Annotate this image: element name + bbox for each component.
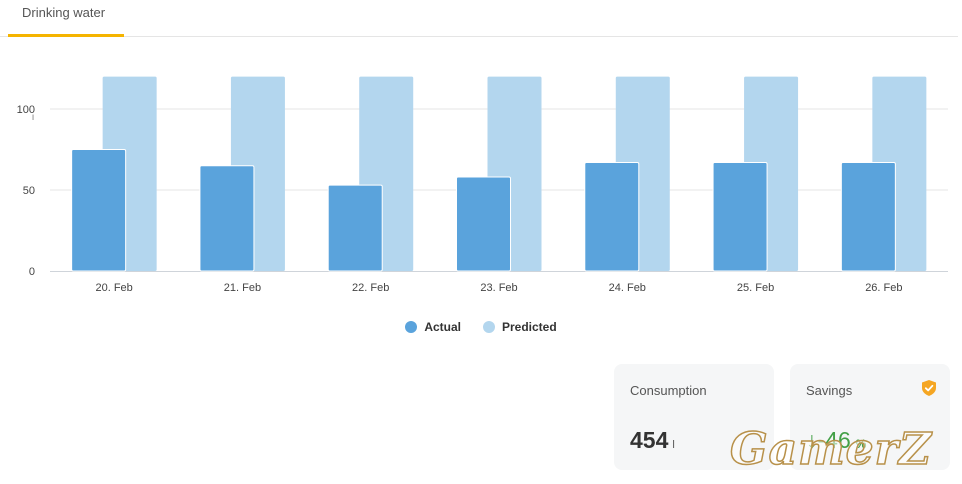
x-tick-label: 22. Feb — [352, 282, 389, 294]
legend-dot-actual — [405, 321, 418, 333]
y-tick-label: 0 — [29, 266, 35, 278]
legend-dot-predicted — [483, 321, 495, 333]
x-tick-label: 23. Feb — [480, 282, 517, 294]
consumption-card: Consumption 454 l — [614, 364, 774, 470]
savings-unit: % — [855, 437, 867, 451]
tab-drinking-water[interactable]: Drinking water — [8, 0, 124, 37]
bar-actual — [327, 184, 383, 272]
legend-label-actual: Actual — [424, 320, 461, 334]
x-tick-label: 20. Feb — [95, 282, 132, 294]
consumption-title: Consumption — [630, 383, 707, 398]
x-tick-label: 25. Feb — [737, 282, 774, 294]
savings-card: Savings ↓-46% — [790, 364, 950, 470]
legend-item-predicted[interactable]: Predicted — [483, 320, 557, 334]
bar-actual — [584, 161, 640, 272]
chart-legend: Actual Predicted — [0, 320, 962, 334]
consumption-value: 454 — [630, 427, 669, 453]
bar-actual — [840, 161, 896, 272]
bar-actual — [199, 165, 255, 272]
x-tick-label: 26. Feb — [865, 282, 902, 294]
y-tick-label: 50 — [23, 185, 35, 197]
y-tick-label: 100 — [17, 104, 35, 116]
shield-check-icon — [922, 380, 936, 396]
savings-value-row: ↓-46% — [806, 427, 866, 454]
bar-actual — [456, 176, 511, 272]
arrow-down-icon: ↓ — [806, 427, 818, 453]
x-tick-label: 24. Feb — [609, 282, 646, 294]
tab-bar: Drinking water — [0, 0, 958, 37]
x-tick-label: 21. Feb — [224, 282, 261, 294]
savings-value: -46 — [817, 427, 851, 453]
watermark-logo: GamerZ — [729, 423, 932, 476]
consumption-value-row: 454 l — [630, 427, 675, 454]
legend-item-actual[interactable]: Actual — [405, 320, 461, 334]
consumption-unit: l — [672, 439, 675, 451]
y-tick-unit-label: l — [32, 115, 34, 122]
bar-actual — [712, 161, 768, 272]
bar-actual — [71, 149, 127, 272]
legend-label-predicted: Predicted — [502, 320, 557, 334]
savings-title: Savings — [806, 383, 853, 398]
tab-label: Drinking water — [22, 5, 106, 20]
